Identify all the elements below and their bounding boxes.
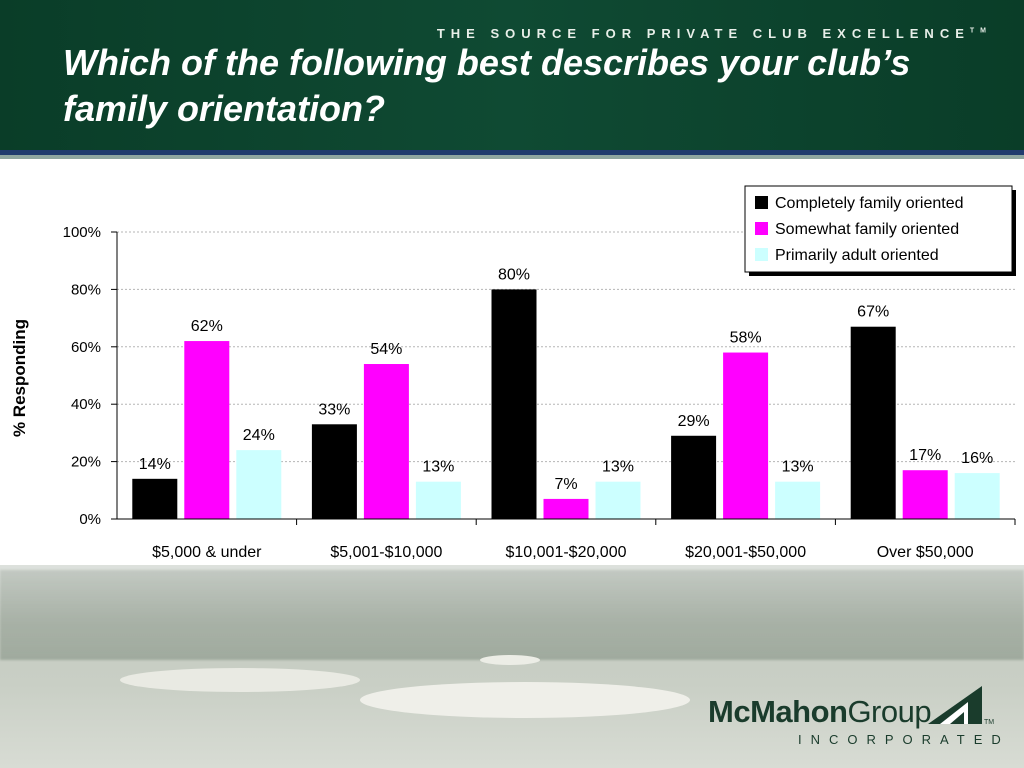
- bar-data-label: 67%: [857, 304, 889, 321]
- header-divider: [0, 150, 1024, 155]
- bar-data-label: 16%: [961, 450, 993, 467]
- bar: [902, 470, 948, 519]
- bar: [184, 341, 230, 519]
- legend-box: [744, 185, 1013, 273]
- bar: [491, 289, 537, 519]
- legend-swatch: [755, 196, 768, 209]
- sand-bunker: [360, 682, 690, 718]
- sand-bunker: [480, 655, 540, 665]
- bar: [671, 435, 717, 519]
- logo-subtitle: INCORPORATED: [798, 732, 1010, 747]
- bar: [775, 481, 821, 519]
- bar: [415, 481, 461, 519]
- bar: [132, 478, 178, 519]
- x-tick-label: $10,001-$20,000: [506, 544, 627, 561]
- bar-data-label: 24%: [243, 427, 275, 444]
- legend-entry-label: Somewhat family oriented: [775, 221, 959, 238]
- bar: [723, 352, 769, 519]
- bar: [954, 473, 1000, 519]
- bar: [595, 481, 641, 519]
- logo-wordmark: McMahonGroup: [708, 694, 932, 729]
- bar-data-label: 54%: [370, 341, 402, 358]
- bar-data-label: 29%: [678, 413, 710, 430]
- bar-data-label: 13%: [602, 459, 634, 476]
- legend-entry-label: Primarily adult oriented: [775, 247, 939, 264]
- tree-line-background: [0, 570, 1024, 660]
- header-banner: THE SOURCE FOR PRIVATE CLUB EXCELLENCETM…: [0, 0, 1024, 150]
- slide-title: Which of the following best describes yo…: [63, 42, 911, 129]
- bar: [543, 498, 589, 519]
- chart-axes: 0% 20% 40% 60% 80% 100% $5,000 & under $5,001-$…: [63, 224, 1016, 561]
- bar: [363, 364, 409, 519]
- chart-bars: 14% 62% 24% 33% 54% 13% 80% 7% 13% 29% 58% 13% 67% 17…: [132, 266, 1000, 519]
- y-axis-label: % Responding: [10, 319, 29, 437]
- bar-data-label: 13%: [782, 459, 814, 476]
- bar-data-label: 58%: [730, 330, 762, 347]
- bar-chart: 14% 62% 24% 33% 54% 13% 80% 7% 13% 29% 58% 13% 67% 17…: [0, 160, 1024, 565]
- tagline-trademark: TM: [969, 27, 992, 35]
- bar: [236, 450, 282, 519]
- chart-legend: Completely family oriented Somewhat famil…: [744, 185, 1016, 276]
- x-tick-label: $5,001-$10,000: [330, 544, 442, 561]
- legend-swatch: [755, 222, 768, 235]
- x-tick-label: $20,001-$50,000: [685, 544, 806, 561]
- bar-data-label: 7%: [554, 476, 577, 493]
- y-tick-label: 20%: [71, 454, 101, 471]
- y-tick-label: 100%: [63, 224, 101, 241]
- company-logo: McMahonGroup INCORPORATED TM: [708, 686, 1001, 756]
- bar-data-label: 13%: [422, 459, 454, 476]
- y-tick-label: 80%: [71, 281, 101, 298]
- bar-data-label: 33%: [318, 401, 350, 418]
- y-tick-label: 0%: [79, 511, 101, 528]
- legend-swatch: [755, 248, 768, 261]
- legend-entry-label: Completely family oriented: [775, 195, 964, 212]
- bar-data-label: 17%: [909, 447, 941, 464]
- bar: [850, 326, 896, 519]
- logo-trademark: TM: [984, 719, 994, 726]
- bar-data-label: 80%: [498, 266, 530, 283]
- x-tick-label: $5,000 & under: [152, 544, 262, 561]
- tagline: THE SOURCE FOR PRIVATE CLUB EXCELLENCETM: [436, 26, 992, 41]
- x-tick-label: Over $50,000: [877, 544, 974, 561]
- bar: [311, 424, 357, 519]
- bar-data-label: 14%: [139, 456, 171, 473]
- y-tick-label: 40%: [71, 396, 101, 413]
- header-divider-accent: [0, 155, 1024, 159]
- y-tick-label: 60%: [71, 339, 101, 356]
- bar-data-label: 62%: [191, 318, 223, 335]
- sand-bunker: [120, 668, 360, 692]
- logo-mountain-icon: TM: [928, 686, 994, 726]
